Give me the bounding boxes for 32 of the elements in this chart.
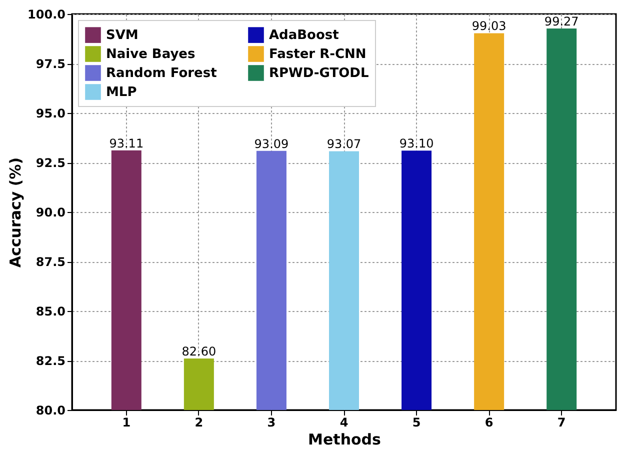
x-tick-label: 3 <box>267 416 276 430</box>
y-axis-title: Accuracy (%) <box>6 157 25 268</box>
x-axis-title: Methods <box>308 430 382 448</box>
data-label: 93.11 <box>109 136 144 150</box>
y-tick-label: 92.5 <box>36 156 66 170</box>
legend-label: Random Forest <box>106 66 217 81</box>
data-label: 82.60 <box>182 344 216 359</box>
y-tick-label: 80.0 <box>36 404 66 418</box>
data-label: 99.03 <box>472 19 506 34</box>
x-tick-label: 5 <box>412 416 421 430</box>
x-tick-label: 4 <box>340 416 348 430</box>
legend-label: Naive Bayes <box>106 47 196 62</box>
y-tick-label: 97.5 <box>36 57 66 71</box>
legend-label: Faster R-CNN <box>269 47 366 62</box>
y-tick-label: 90.0 <box>36 206 66 220</box>
legend-label: AdaBoost <box>269 28 339 44</box>
legend-label: RPWD-GTODL <box>269 66 369 81</box>
legend-label: MLP <box>106 85 137 100</box>
y-tick-label: 85.0 <box>36 304 66 318</box>
data-label: 93.09 <box>254 136 289 151</box>
x-tick-label: 2 <box>194 416 204 430</box>
data-label: 93.07 <box>326 137 362 152</box>
data-label: 99.27 <box>544 14 579 28</box>
x-tick-label: 6 <box>484 416 494 430</box>
y-tick-label: 87.5 <box>36 255 66 269</box>
y-tick-label: 95.0 <box>36 106 66 120</box>
x-tick-label: 1 <box>122 416 131 430</box>
data-label: 93.10 <box>399 136 434 151</box>
y-tick-label: 82.5 <box>36 354 66 368</box>
legend-label: SVM <box>106 28 138 44</box>
y-tick-label: 100.0 <box>28 8 66 22</box>
x-tick-label: 7 <box>557 416 566 430</box>
